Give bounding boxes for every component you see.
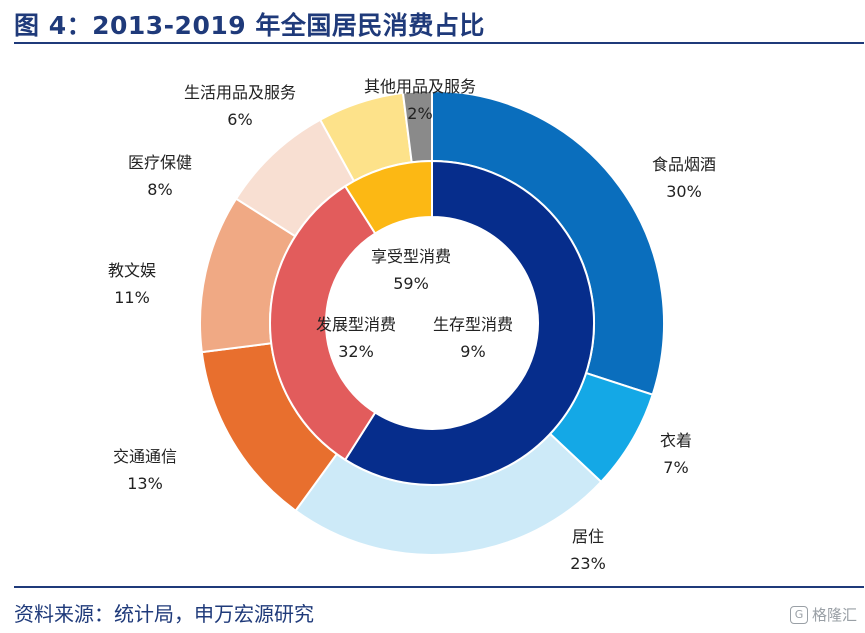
outer-label-name-1: 衣着 — [660, 431, 692, 450]
chart-title: 图 4：2013-2019 年全国居民消费占比 — [14, 11, 485, 40]
inner-label-name-1: 发展型消费 — [316, 315, 396, 334]
outer-label-value-1: 7% — [663, 458, 688, 477]
inner-label-name-0: 享受型消费 — [371, 247, 451, 266]
inner-ring-slice-1 — [269, 184, 377, 462]
source-note: 资料来源：统计局，申万宏源研究 — [14, 602, 314, 626]
inner-label-value-2: 9% — [460, 342, 485, 361]
outer-label-value-2: 23% — [570, 554, 606, 573]
outer-label-value-0: 30% — [666, 182, 702, 201]
title-divider — [14, 42, 864, 44]
watermark-logo-icon: G — [789, 605, 808, 624]
outer-label-name-5: 医疗保健 — [128, 153, 192, 172]
outer-label-value-3: 13% — [127, 474, 163, 493]
inner-ring-slice-2 — [343, 159, 433, 235]
outer-label-name-0: 食品烟酒 — [652, 155, 716, 174]
inner-label-value-0: 59% — [393, 274, 429, 293]
outer-label-value-4: 11% — [114, 288, 150, 307]
inner-label-name-2: 生存型消费 — [433, 315, 513, 334]
outer-label-name-7: 其他用品及服务 — [364, 77, 476, 96]
outer-label-name-3: 交通通信 — [113, 447, 177, 466]
outer-label-name-4: 教文娱 — [108, 261, 156, 280]
outer-label-value-5: 8% — [147, 180, 172, 199]
outer-label-name-6: 生活用品及服务 — [184, 83, 296, 102]
outer-label-name-2: 居住 — [572, 527, 604, 546]
inner-label-value-1: 32% — [338, 342, 374, 361]
outer-label-value-6: 6% — [227, 110, 252, 129]
footer-divider — [14, 586, 864, 588]
watermark-text: 格隆汇 — [811, 606, 857, 624]
inner-ring-slice-0 — [343, 159, 595, 486]
outer-label-value-7: 2% — [407, 104, 432, 123]
watermark: G 格隆汇 — [789, 604, 857, 625]
